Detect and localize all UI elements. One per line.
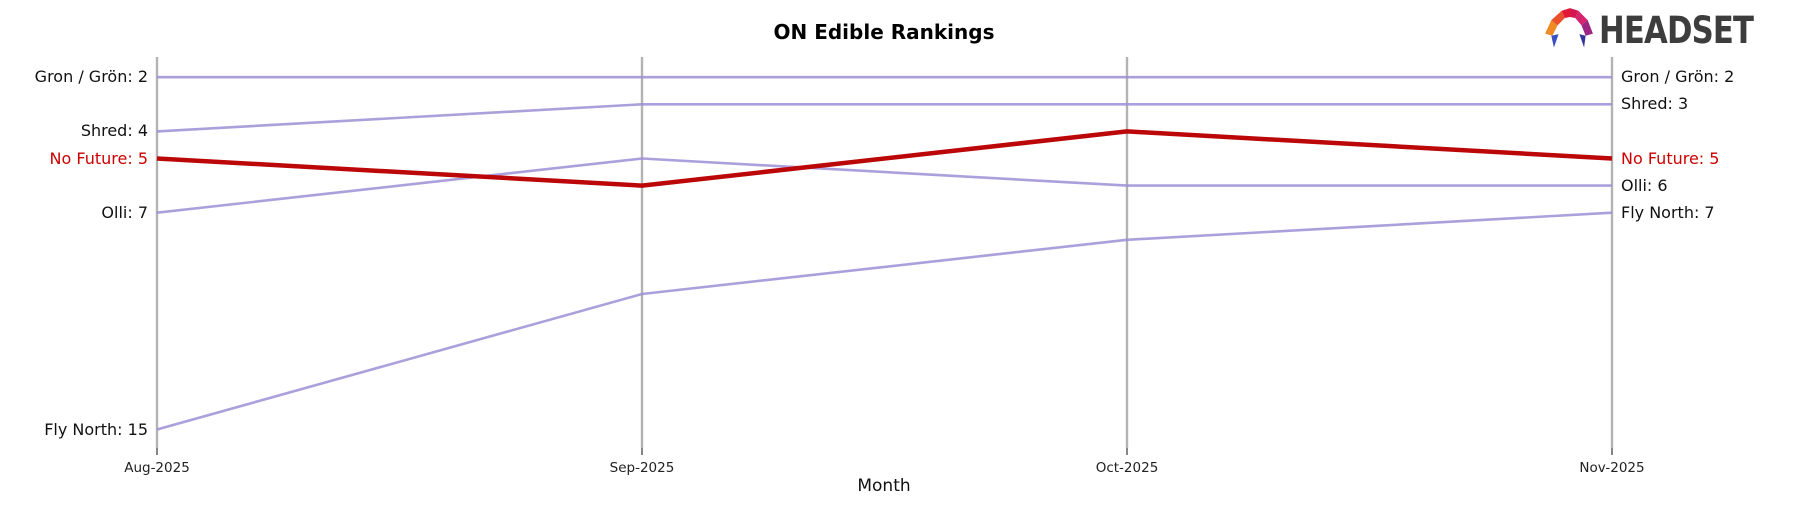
x-axis-title: Month xyxy=(857,476,911,496)
series-label-left-shred: Shred: 4 xyxy=(80,121,148,141)
series-line-no-future xyxy=(156,129,1613,188)
headset-logo-text: HEADSET xyxy=(1599,8,1754,52)
series-label-right-olli: Olli: 6 xyxy=(1621,175,1668,195)
x-tick-label-Aug-2025: Aug-2025 xyxy=(124,460,190,476)
headset-logo: HEADSET xyxy=(1543,6,1785,54)
x-tick-label-Oct-2025: Oct-2025 xyxy=(1095,460,1159,476)
series-label-left-gron-gr-n: Gron / Grön: 2 xyxy=(34,67,148,87)
series-label-right-fly-north: Fly North: 7 xyxy=(1621,202,1715,222)
x-tick-label-Sep-2025: Sep-2025 xyxy=(609,460,675,476)
x-tick-label-Nov-2025: Nov-2025 xyxy=(1579,460,1645,476)
series-line-olli xyxy=(156,157,1612,214)
chart-title: ON Edible Rankings xyxy=(773,20,995,44)
series-line-fly-north xyxy=(156,211,1613,431)
series-label-right-shred: Shred: 3 xyxy=(1621,94,1689,114)
series-label-left-olli: Olli: 7 xyxy=(101,202,148,222)
series-label-right-no-future: No Future: 5 xyxy=(1621,148,1720,168)
series-label-left-fly-north: Fly North: 15 xyxy=(44,419,148,439)
series-label-left-no-future: No Future: 5 xyxy=(49,148,148,168)
headset-logo-icon xyxy=(1545,8,1594,48)
series-label-right-gron-gr-n: Gron / Grön: 2 xyxy=(1621,67,1735,87)
series-line-shred xyxy=(156,103,1612,133)
